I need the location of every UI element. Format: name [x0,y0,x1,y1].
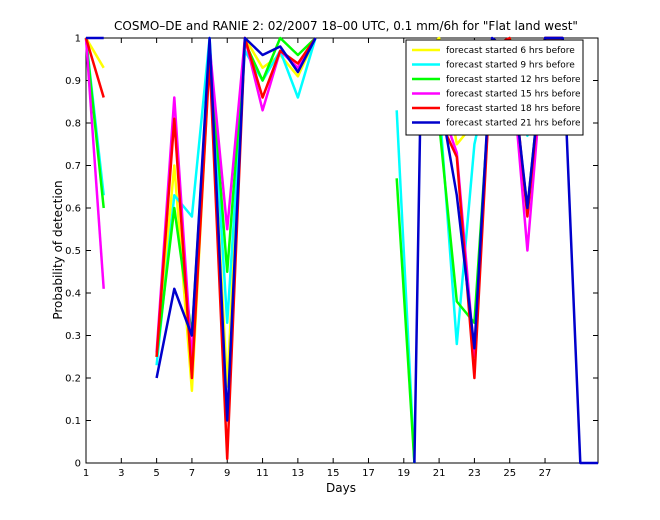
legend-entry: forecast started 12 hrs before [446,75,581,85]
x-axis-label: Days [326,481,356,495]
y-tick-label: 0.8 [65,119,81,130]
chart-title: COSMO–DE and RANIE 2: 02/2007 18–00 UTC,… [114,19,578,33]
legend: forecast started 6 hrs before forecast st… [405,39,584,136]
x-tick-label: 11 [256,468,269,479]
y-tick-label: 0 [75,459,81,470]
legend-entry: forecast started 15 hrs before [446,90,581,100]
y-tick-label: 0.5 [65,246,81,257]
series-line [84,37,105,69]
series-line [395,178,416,464]
x-tick-label: 13 [291,468,304,479]
legend-entry: forecast started 21 hrs before [446,119,581,129]
x-tick-label: 1 [83,468,89,479]
x-tick-label: 27 [539,468,552,479]
series-line [155,36,317,366]
y-tick-label: 0.6 [65,204,81,215]
y-tick-label: 0.2 [65,374,81,385]
x-tick-label: 17 [362,468,375,479]
series-line [84,37,105,98]
x-tick-label: 19 [397,468,410,479]
legend-entry: forecast started 9 hrs before [446,61,575,71]
legend-entry: forecast started 18 hrs before [446,104,581,114]
y-tick-label: 0.7 [65,161,81,172]
x-tick-label: 5 [153,468,159,479]
series-line [84,37,105,289]
legend-box [405,39,584,136]
y-tick-label: 1 [75,34,81,45]
legend-entry: forecast started 6 hrs before [446,46,575,56]
x-tick-label: 23 [468,468,481,479]
y-tick-label: 0.4 [65,289,81,300]
x-tick-label: 9 [224,468,230,479]
series-line [155,36,317,357]
y-tick-label: 0.1 [65,416,81,427]
series-line [155,36,317,422]
y-tick-label: 0.3 [65,331,81,342]
x-tick-label: 25 [503,468,516,479]
x-tick-label: 7 [189,468,195,479]
y-axis-label: Probability of detection [51,180,65,319]
x-tick-label: 3 [118,468,124,479]
x-tick-label: 15 [327,468,340,479]
y-tick-label: 0.9 [65,76,81,87]
x-tick-label: 21 [433,468,446,479]
